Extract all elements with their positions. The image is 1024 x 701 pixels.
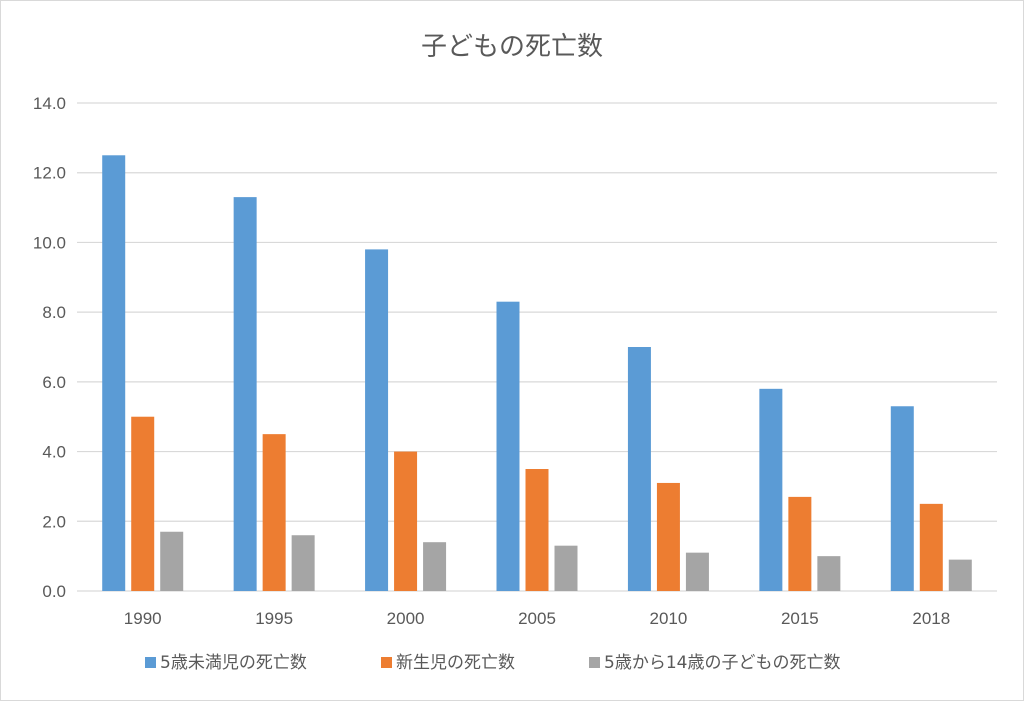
bar-1990-series-3: [160, 531, 184, 591]
y-tick-label: 12.0: [33, 164, 66, 183]
bar-2000-series-2: [394, 451, 418, 591]
bar-2018-series-3: [948, 559, 972, 591]
bar-1995-series-2: [262, 434, 286, 591]
x-tick-label: 2018: [912, 609, 950, 628]
bar-1990-series-2: [131, 416, 155, 591]
y-tick-label: 10.0: [33, 233, 66, 252]
x-axis-tick-labels: 1990 1995 2000 2005 2010 2015 2018: [124, 609, 950, 628]
x-tick-label: 2005: [518, 609, 556, 628]
legend: 5歳未満児の死亡数 新生児の死亡数 5歳から14歳の子どもの死亡数: [145, 653, 840, 673]
bar-2018-series-2: [919, 503, 943, 591]
x-tick-label: 1990: [124, 609, 162, 628]
y-tick-label: 6.0: [42, 373, 66, 392]
x-tick-label: 2010: [650, 609, 688, 628]
bar-2000-series-3: [423, 542, 447, 591]
bar-1995-series-3: [291, 535, 315, 591]
y-tick-label: 8.0: [42, 303, 66, 322]
bar-2015-series-2: [788, 496, 812, 591]
bar-2005-series-2: [525, 469, 549, 591]
y-axis-tick-labels: 0.0 2.0 4.0 6.0 8.0 10.0 12.0 14.0: [33, 94, 66, 601]
legend-label: 5歳から14歳の子どもの死亡数: [604, 653, 840, 673]
gridlines: [77, 102, 997, 592]
x-tick-label: 1995: [255, 609, 293, 628]
bar-1990-series-1: [102, 155, 126, 592]
legend-label: 新生児の死亡数: [396, 653, 515, 673]
legend-swatch: [381, 657, 392, 668]
legend-swatch: [145, 657, 156, 668]
bar-2010-series-1: [627, 347, 651, 591]
bar-2000-series-1: [365, 249, 389, 591]
bar-2018-series-1: [890, 406, 914, 591]
y-tick-label: 2.0: [42, 512, 66, 531]
chart-title: 子どもの死亡数: [421, 32, 603, 62]
bar-2015-series-1: [759, 388, 783, 591]
bar-2010-series-3: [685, 552, 709, 591]
x-tick-label: 2015: [781, 609, 819, 628]
y-tick-label: 14.0: [33, 94, 66, 113]
bar-2010-series-2: [656, 482, 680, 591]
x-tick-label: 2000: [387, 609, 425, 628]
legend-swatch: [589, 657, 600, 668]
y-tick-label: 0.0: [42, 582, 66, 601]
bars: [102, 155, 972, 592]
bar-2005-series-3: [554, 545, 578, 591]
bar-2005-series-1: [496, 301, 520, 591]
bar-1995-series-1: [233, 197, 257, 591]
bar-2015-series-3: [817, 556, 841, 591]
legend-label: 5歳未満児の死亡数: [160, 653, 307, 673]
y-tick-label: 4.0: [42, 443, 66, 462]
